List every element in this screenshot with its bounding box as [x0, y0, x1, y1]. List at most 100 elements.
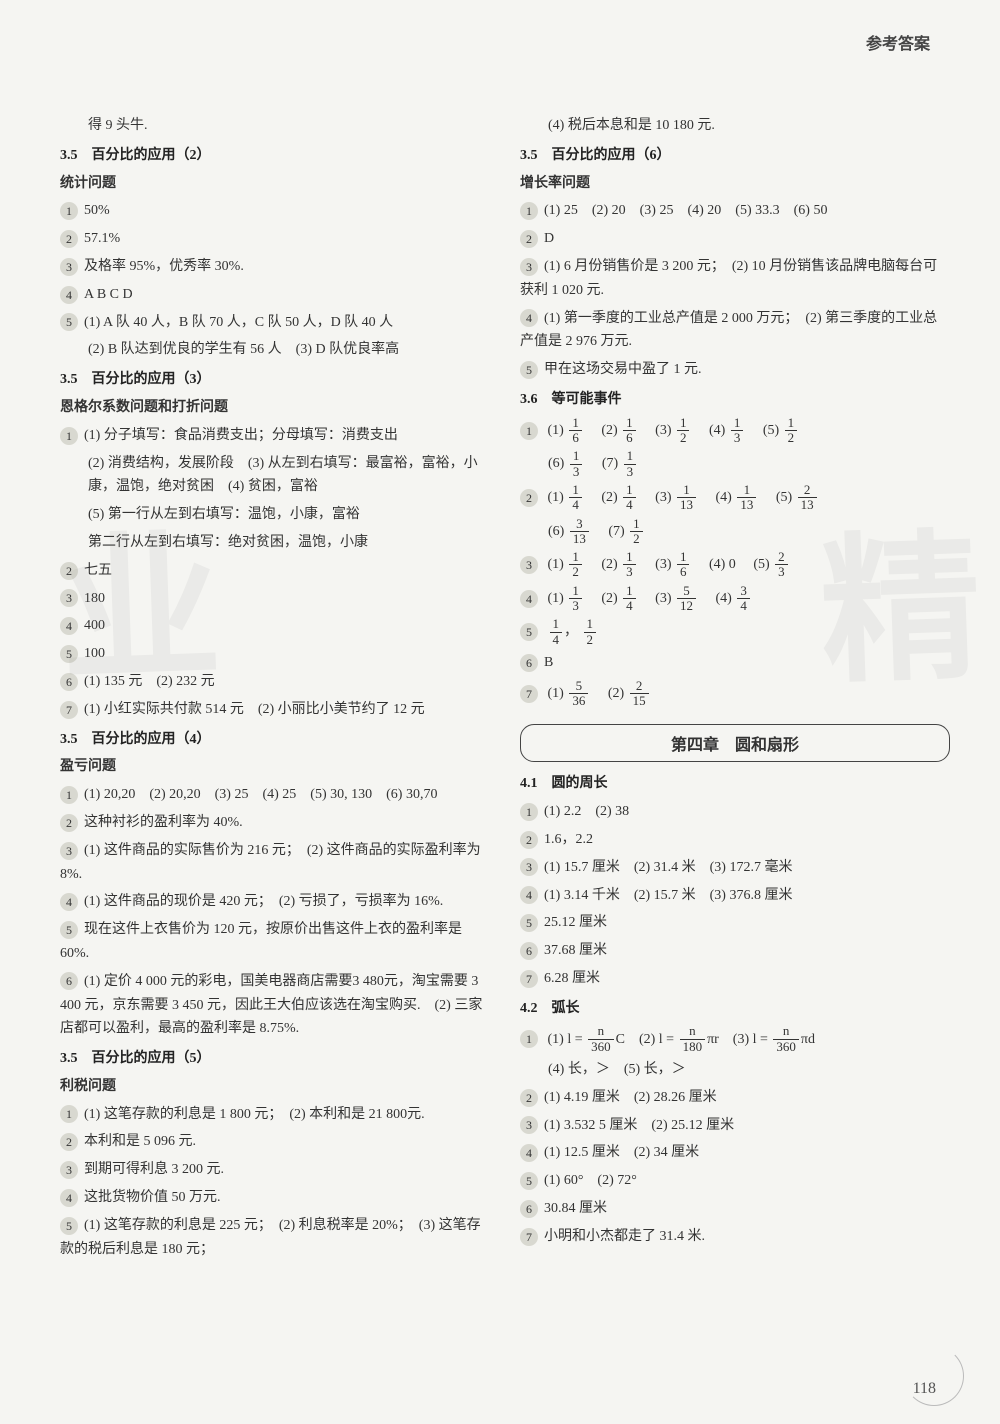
answer-line: 1(1) 20,20 (2) 20,20 (3) 25 (4) 25 (5) 3…	[60, 783, 490, 807]
answer-line: 5现在这件上衣售价为 120 元，按原价出售这件上衣的盈利率是 60%.	[60, 918, 490, 966]
answer-text: (1) 15.7 厘米 (2) 31.4 米 (3) 172.7 毫米	[544, 860, 792, 875]
answer-text: 14， 12	[548, 624, 599, 639]
part-label: (1)	[548, 490, 564, 505]
answer-text: D	[544, 231, 554, 246]
part-label: (2)	[601, 490, 617, 505]
q-number: 1	[520, 1030, 538, 1048]
q-number: 1	[520, 422, 538, 440]
q-number: 5	[520, 623, 538, 641]
answer-line: 1 (1) l = n360C (2) l = n180πr (3) l = n…	[520, 1024, 950, 1054]
answer-line: 3(1) 这件商品的实际售价为 216 元； (2) 这件商品的实际盈利率为 8…	[60, 839, 490, 887]
answer-line: 4(1) 第一季度的工业总产值是 2 000 万元； (2) 第三季度的工业总产…	[520, 307, 950, 355]
answer-line: 3及格率 95%，优秀率 30%.	[60, 255, 490, 279]
answer-text: 现在这件上衣售价为 120 元，按原价出售这件上衣的盈利率是 60%.	[60, 922, 462, 961]
q-number: 2	[520, 489, 538, 507]
answer-text: (1) 6 月份销售价是 3 200 元； (2) 10 月份销售该品牌电脑每台…	[520, 259, 937, 298]
part-label: (4)	[709, 423, 725, 438]
q-number: 1	[520, 803, 538, 821]
answer-text: (1) 536 (2) 215	[548, 686, 651, 701]
answer-text: (1) A 队 40 人，B 队 70 人，C 队 50 人，D 队 40 人	[84, 315, 393, 330]
part-label: (3)	[655, 591, 671, 606]
q-number: 3	[520, 1116, 538, 1134]
q-number: 2	[60, 230, 78, 248]
part-label: (2)	[608, 686, 624, 701]
answer-line: 76.28 厘米	[520, 967, 950, 991]
answer-line: 4 (1) 3.14 千米 (2) 15.7 米 (3) 376.8 厘米	[520, 884, 950, 908]
answer-line: 4这批货物价值 50 万元.	[60, 1186, 490, 1210]
answer-line: 4(1) 这件商品的现价是 420 元； (2) 亏损了，亏损率为 16%.	[60, 890, 490, 914]
answer-text: (1) 这件商品的实际售价为 216 元； (2) 这件商品的实际盈利率为 8%…	[60, 843, 481, 882]
answer-text: 甲在这场交易中盈了 1 元.	[544, 362, 702, 377]
answer-text: (1) 25 (2) 20 (3) 25 (4) 20 (5) 33.3 (6)…	[544, 203, 827, 218]
left-column: 得 9 头牛. 3.5 百分比的应用（2） 统计问题 150% 257.1% 3…	[60, 110, 490, 1265]
q-number: 5	[520, 914, 538, 932]
formula-text: πd	[801, 1032, 815, 1047]
q-number: 3	[520, 556, 538, 574]
q-number: 6	[60, 673, 78, 691]
answer-line: 257.1%	[60, 227, 490, 251]
answer-line: 3 (1) 3.532 5 厘米 (2) 25.12 厘米	[520, 1114, 950, 1138]
q-number: 4	[520, 886, 538, 904]
answer-line: 7 (1) 536 (2) 215	[520, 679, 950, 709]
formula-text: (1) l =	[548, 1032, 587, 1047]
answer-cont: (6) 313 (7) 12	[520, 517, 950, 547]
answer-line: 2本利和是 5 096 元.	[60, 1130, 490, 1154]
answer-line: 1 (1) 2.2 (2) 38	[520, 800, 950, 824]
answer-text: B	[544, 655, 553, 670]
section-subhead: 恩格尔系数问题和打折问题	[60, 396, 490, 420]
answer-text: (1) 分子填写：食品消费支出；分母填写：消费支出	[84, 428, 398, 443]
q-number: 7	[520, 1228, 538, 1246]
answer-text: 到期可得利息 3 200 元.	[84, 1162, 224, 1177]
part-label: (1)	[548, 423, 564, 438]
answer-text: (1) 3.14 千米 (2) 15.7 米 (3) 376.8 厘米	[544, 888, 792, 903]
part-label: (6)	[548, 456, 564, 471]
answer-line: 7(1) 小红实际共付款 514 元 (2) 小丽比小美节约了 12 元	[60, 698, 490, 722]
answer-line: 5(1) 60° (2) 72°	[520, 1169, 950, 1193]
answer-line: 4 400	[60, 614, 490, 638]
q-number: 3	[60, 589, 78, 607]
answer-text: (1) 2.2 (2) 38	[544, 804, 629, 819]
section-title: 3.5 百分比的应用（3）	[60, 368, 490, 392]
part-label: (1)	[548, 557, 564, 572]
chapter-heading: 第四章 圆和扇形	[520, 724, 950, 762]
right-column: (4) 税后本息和是 10 180 元. 3.5 百分比的应用（6） 增长率问题…	[520, 110, 950, 1265]
answer-line: 6(1) 定价 4 000 元的彩电，国美电器商店需要3 480元，淘宝需要 3…	[60, 970, 490, 1041]
page-number: 118	[913, 1380, 936, 1398]
answer-text: 本利和是 5 096 元.	[84, 1134, 196, 1149]
part-label: (1)	[548, 686, 564, 701]
q-number: 4	[520, 590, 538, 608]
answer-text: (1) 3.532 5 厘米 (2) 25.12 厘米	[544, 1118, 734, 1133]
formula-text: C (2) l =	[616, 1032, 678, 1047]
orphan-line: (4) 税后本息和是 10 180 元.	[520, 114, 950, 138]
q-number: 6	[520, 654, 538, 672]
section-title: 3.6 等可能事件	[520, 388, 950, 412]
part-label: (4) 0	[709, 557, 736, 572]
answer-cont: (4) 长，＞ (5) 长，＞	[520, 1058, 950, 1082]
answer-line: 1(1) 25 (2) 20 (3) 25 (4) 20 (5) 33.3 (6…	[520, 199, 950, 223]
answer-line: 525.12 厘米	[520, 911, 950, 935]
q-number: 4	[60, 617, 78, 635]
part-label: (5)	[776, 490, 792, 505]
part-label: (7)	[608, 524, 624, 539]
q-number: 4	[60, 286, 78, 304]
q-number: 4	[60, 893, 78, 911]
answer-text: (1) 135 元 (2) 232 元	[84, 674, 215, 689]
part-label: (3)	[655, 490, 671, 505]
answer-text: A B C D	[84, 287, 133, 302]
answer-cont: 第二行从左到右填写：绝对贫困，温饱，小康	[60, 531, 490, 555]
answer-text: 400	[84, 618, 105, 633]
answer-line: 1(1) 这笔存款的利息是 1 800 元； (2) 本利和是 21 800元.	[60, 1103, 490, 1127]
answer-text: (1) 第一季度的工业总产值是 2 000 万元； (2) 第三季度的工业总产值…	[520, 311, 937, 350]
part-label: (5)	[763, 423, 779, 438]
q-number: 6	[520, 942, 538, 960]
answer-line: 1 (1) 16 (2) 16 (3) 12 (4) 13 (5) 12	[520, 416, 950, 446]
q-number: 5	[520, 1172, 538, 1190]
q-number: 5	[520, 361, 538, 379]
q-number: 1	[60, 786, 78, 804]
answer-line: 2这种衬衫的盈利率为 40%.	[60, 811, 490, 835]
answer-text: 100	[84, 646, 105, 661]
answer-cont: (2) B 队达到优良的学生有 56 人 (3) D 队优良率高	[60, 338, 490, 362]
q-number: 5	[60, 313, 78, 331]
q-number: 3	[60, 842, 78, 860]
part-label: (2)	[601, 591, 617, 606]
